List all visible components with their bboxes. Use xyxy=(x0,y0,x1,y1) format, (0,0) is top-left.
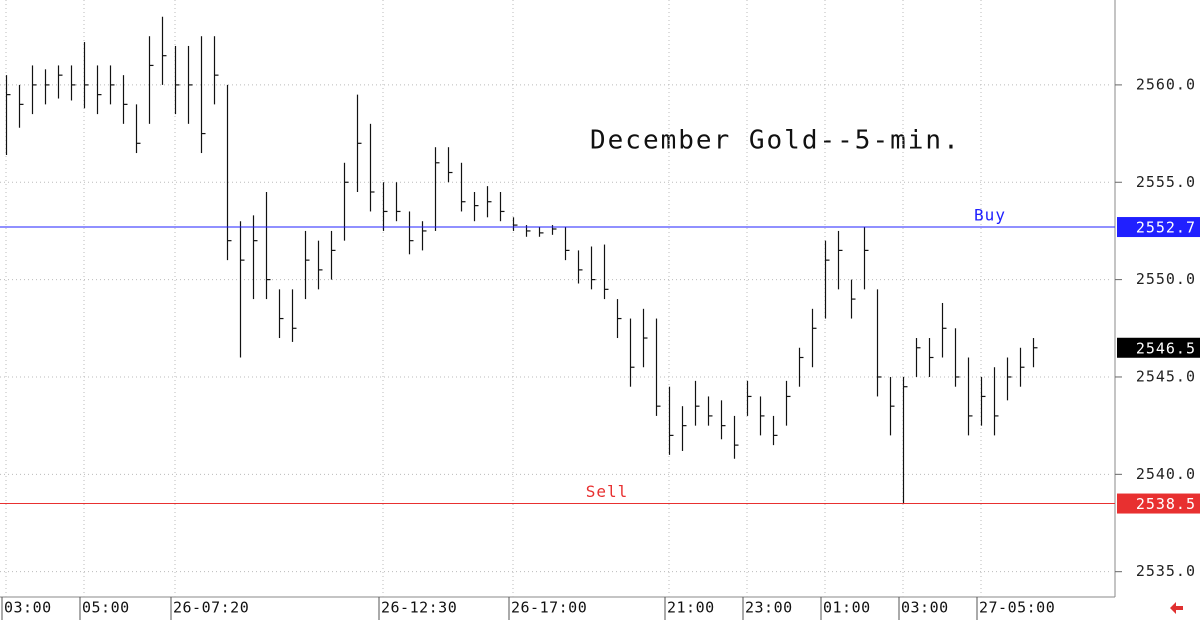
x-tick-label: 23:00 xyxy=(745,599,793,617)
y-tick-label: 2545.0 xyxy=(1136,367,1196,385)
x-tick-label: 01:00 xyxy=(823,599,871,617)
x-tick-label: 03:00 xyxy=(4,599,52,617)
x-tick-label: 26-12:30 xyxy=(381,599,457,617)
scroll-arrow[interactable] xyxy=(1170,602,1183,614)
y-tick-label: 2540.0 xyxy=(1136,465,1196,483)
x-tick-label: 26-07:20 xyxy=(173,599,249,617)
y-tick-label: 2555.0 xyxy=(1136,173,1196,191)
y-tick-label: 2535.0 xyxy=(1136,562,1196,580)
x-tick-label: 05:00 xyxy=(82,599,130,617)
last-price-box xyxy=(1117,337,1200,358)
level-label: Buy xyxy=(974,206,1006,225)
y-tick-label: 2560.0 xyxy=(1136,75,1196,93)
y-tick-label: 2550.0 xyxy=(1136,270,1196,288)
level-value: 2538.5 xyxy=(1136,495,1196,513)
level-value-box xyxy=(1117,493,1200,514)
chart-title: December Gold--5-min. xyxy=(590,126,961,156)
last-price: 2546.5 xyxy=(1136,339,1196,357)
x-tick-label: 26-17:00 xyxy=(511,599,587,617)
level-value: 2552.7 xyxy=(1136,219,1196,237)
level-value-box xyxy=(1117,217,1200,238)
level-label: Sell xyxy=(586,482,629,501)
x-tick-label: 03:00 xyxy=(901,599,949,617)
x-tick-label: 21:00 xyxy=(667,599,715,617)
x-tick-label: 27-05:00 xyxy=(979,599,1055,617)
